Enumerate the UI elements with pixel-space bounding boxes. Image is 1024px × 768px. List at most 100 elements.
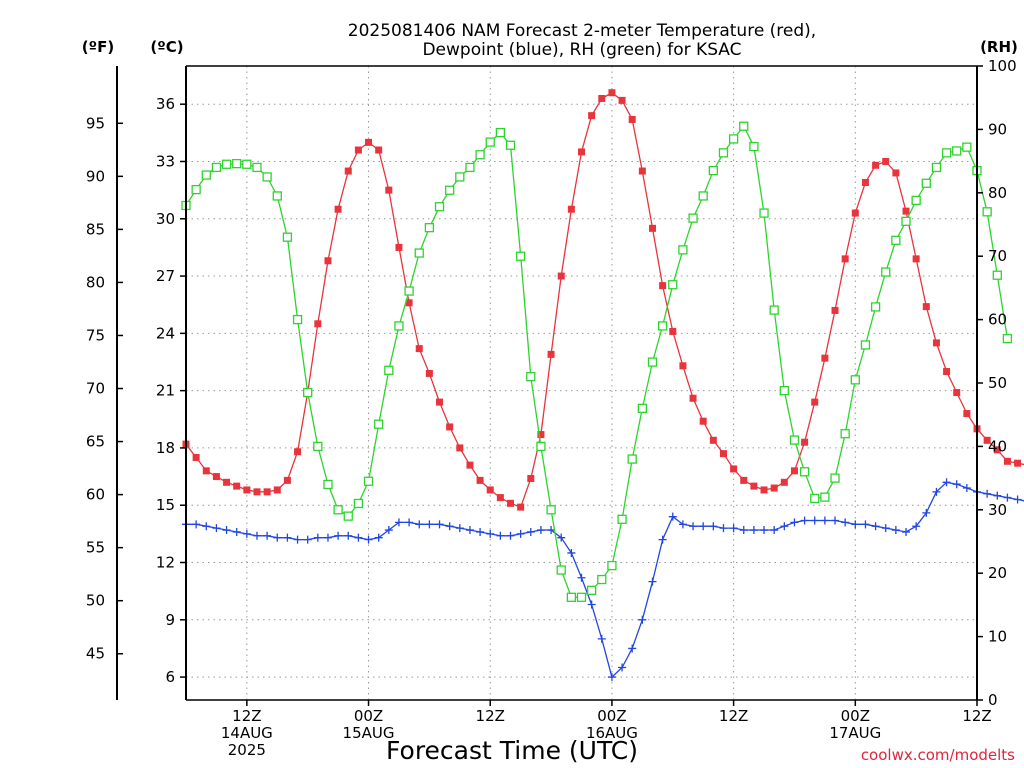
rh-point: [232, 158, 242, 169]
dewpoint-point: [719, 524, 728, 533]
rh-tick-label: 90: [988, 120, 1007, 138]
rh-point: [201, 170, 211, 180]
rh-point: [262, 172, 272, 182]
temperature-point: [648, 224, 656, 232]
rh-point: [759, 208, 769, 218]
temperature-point: [557, 272, 565, 280]
time-tick-label: 17AUG: [829, 724, 881, 742]
rh-point: [313, 441, 323, 452]
temperature-point: [294, 448, 302, 456]
rh-point: [546, 505, 556, 515]
celsius-tick-label: 24: [156, 324, 175, 342]
temperature-point: [466, 461, 474, 469]
temperature-point: [314, 320, 322, 328]
rh-point: [850, 375, 860, 385]
time-tick-label: 16AUG: [586, 724, 638, 742]
temperature-point: [699, 417, 707, 425]
temperature-point: [507, 499, 515, 507]
dewpoint-point: [476, 527, 485, 536]
temperature-line: [185, 91, 1024, 508]
dewpoint-point: [263, 531, 272, 540]
rh-point: [799, 467, 810, 477]
temperature-point: [243, 486, 251, 494]
temperature-point: [263, 488, 271, 496]
x-axis-title: Forecast Time (UTC): [386, 736, 638, 765]
fahrenheit-axis: 45 50 55 60 65 70 75 80 85 90 95: [86, 114, 123, 663]
temperature-point: [831, 306, 839, 314]
dewpoint-point: [942, 478, 951, 487]
celsius-unit-label: (ºC): [150, 38, 183, 56]
temperature-point: [993, 446, 1001, 454]
dewpoint-point: [465, 526, 474, 535]
rh-tick-label: 70: [988, 247, 1007, 265]
rh-point: [820, 492, 830, 502]
dewpoint-point: [354, 533, 363, 542]
dewpoint-point: [415, 520, 424, 529]
temperature-point: [943, 368, 951, 376]
rh-point: [718, 148, 729, 158]
temperature-point: [902, 207, 910, 215]
temperature-point: [780, 478, 788, 486]
dewpoint-point: [283, 533, 292, 542]
temperature-point: [730, 465, 738, 473]
source-credit: coolwx.com/modelts: [861, 746, 1015, 764]
temperature-point: [760, 486, 768, 494]
temperature-point: [354, 146, 362, 154]
fahrenheit-tick-label: 50: [86, 592, 105, 610]
temperature-point: [821, 354, 829, 362]
rh-point: [607, 560, 617, 571]
rh-point: [668, 280, 678, 290]
dewpoint-point: [536, 526, 545, 535]
rh-point: [556, 565, 566, 575]
temperature-point: [192, 453, 200, 461]
rh-point: [242, 159, 252, 169]
dewpoint-point: [597, 634, 606, 643]
celsius-tick-label: 12: [156, 554, 175, 572]
dewpoint-point: [334, 531, 343, 540]
dewpoint-point: [496, 531, 505, 540]
temperature-point: [689, 394, 697, 402]
dewpoint-point: [313, 533, 322, 542]
dewpoint-point: [648, 577, 657, 586]
rh-point: [363, 476, 374, 486]
dewpoint-point: [861, 520, 870, 529]
celsius-axis: 6 9 12 15 18 21 24 27 30 33 36: [156, 95, 186, 686]
rh-point: [769, 305, 779, 315]
dewpoint-point: [760, 526, 769, 535]
rh-point: [901, 216, 911, 226]
temperature-point: [334, 205, 342, 213]
rh-tick-label: 80: [988, 184, 1007, 202]
rh-tick-label: 20: [988, 564, 1007, 582]
time-tick-label: 00Z: [354, 707, 383, 725]
dewpoint-point: [780, 522, 789, 531]
celsius-tick-label: 27: [156, 267, 175, 285]
dewpoint-point: [952, 480, 961, 489]
time-tick-label: 12Z: [962, 707, 991, 725]
fahrenheit-tick-label: 85: [86, 220, 105, 238]
temperature-point: [679, 362, 687, 370]
dewpoint-point: [912, 522, 921, 531]
fahrenheit-tick-label: 70: [86, 380, 105, 398]
rh-point: [678, 245, 688, 255]
rh-point: [931, 162, 942, 173]
dewpoint-point: [658, 535, 667, 544]
dewpoint-point: [800, 516, 809, 525]
dewpoint-point: [212, 524, 221, 533]
celsius-tick-label: 33: [156, 152, 175, 170]
temperature-point: [983, 436, 991, 444]
dewpoint-point: [242, 529, 251, 538]
temperature-point: [436, 398, 444, 406]
dewpoint-point: [851, 520, 860, 529]
rh-point: [1002, 333, 1013, 344]
temperature-point: [517, 503, 525, 511]
time-tick-label: 15AUG: [343, 724, 395, 742]
series-rh: [181, 121, 1013, 602]
temperature-point: [375, 146, 383, 154]
dewpoint-point: [293, 535, 302, 544]
temperature-point: [273, 486, 281, 494]
rh-tick-label: 60: [988, 311, 1007, 329]
dewpoint-point: [739, 526, 748, 535]
dewpoint-point: [932, 487, 941, 496]
dewpoint-point: [729, 524, 738, 533]
